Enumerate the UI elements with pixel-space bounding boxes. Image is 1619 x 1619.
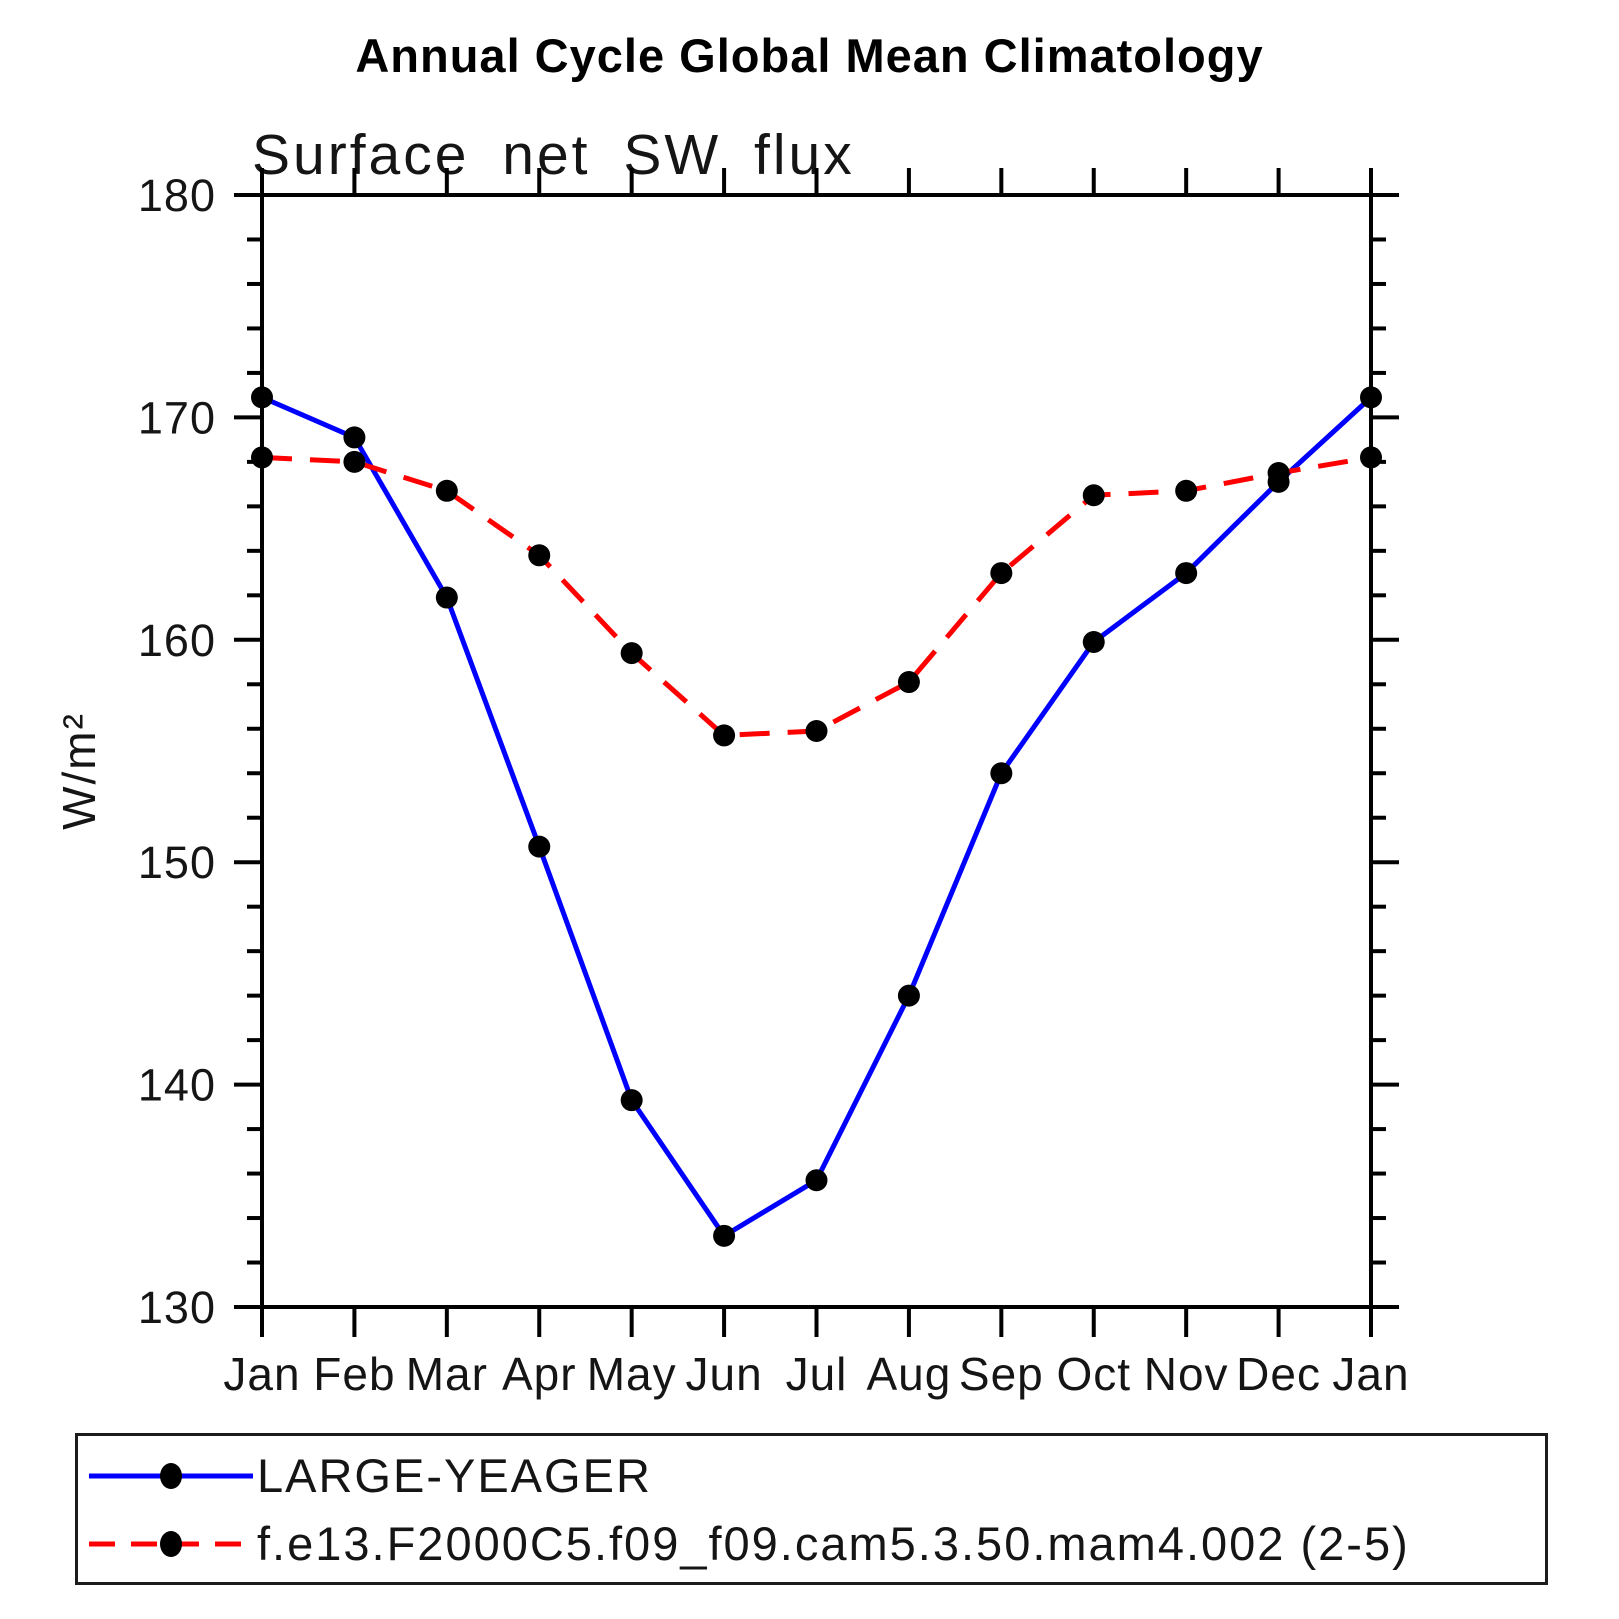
data-point-marker-series-1 xyxy=(1267,462,1290,484)
x-tick-label: Jan xyxy=(223,1348,300,1400)
data-point-marker-series-1 xyxy=(713,724,736,747)
data-point-marker-series-0 xyxy=(528,835,551,858)
data-point-marker-series-0 xyxy=(805,1169,828,1192)
data-point-marker-series-1 xyxy=(620,642,643,665)
legend-label-large-yeager: LARGE-YEAGER xyxy=(257,1449,652,1502)
legend-label-model-run: f.e13.F2000C5.f09_f09.cam5.3.50.mam4.002… xyxy=(257,1517,1410,1570)
x-tick-label: Dec xyxy=(1236,1348,1321,1400)
data-point-marker-series-1 xyxy=(1175,479,1198,502)
y-tick-label: 150 xyxy=(138,837,216,888)
y-tick-label: 140 xyxy=(138,1060,216,1111)
legend-box: LARGE-YEAGER f.e13.F2000C5.f09_f09.cam5.… xyxy=(75,1433,1548,1585)
x-tick-label: May xyxy=(587,1348,677,1400)
data-point-marker-series-1 xyxy=(435,479,458,502)
chart-title: Annual Cycle Global Mean Climatology xyxy=(355,29,1264,82)
data-point-marker-series-0 xyxy=(251,386,273,409)
series-line-0 xyxy=(261,395,1373,1240)
data-point-marker-series-1 xyxy=(251,446,273,469)
data-point-marker-series-1 xyxy=(1360,446,1382,469)
data-point-marker-series-0 xyxy=(620,1089,643,1112)
x-tick-label: Aug xyxy=(866,1348,951,1400)
x-tick-label: Nov xyxy=(1144,1348,1229,1400)
data-point-marker-series-0 xyxy=(897,984,920,1007)
data-point-marker-series-1 xyxy=(528,544,551,567)
x-tick-label: Feb xyxy=(313,1348,395,1400)
legend-marker-dot xyxy=(160,1463,182,1489)
x-tick-label: Jan xyxy=(1332,1348,1409,1400)
data-point-marker-series-1 xyxy=(343,450,366,473)
legend-marker-dot xyxy=(160,1531,182,1557)
axis-frame xyxy=(260,193,1373,1309)
data-point-marker-series-0 xyxy=(1082,631,1105,654)
legend-item-large-yeager: LARGE-YEAGER xyxy=(85,1448,652,1504)
data-point-marker-series-0 xyxy=(435,586,458,609)
data-point-marker-series-0 xyxy=(713,1224,736,1247)
data-point-marker-series-0 xyxy=(1360,386,1382,409)
data-point-marker-series-1 xyxy=(1082,484,1105,507)
legend-line-sample-solid xyxy=(89,1463,253,1489)
x-tick-label: Oct xyxy=(1056,1348,1131,1400)
y-tick-label: 130 xyxy=(138,1282,216,1333)
data-point-marker-series-1 xyxy=(990,562,1013,585)
y-tick-label: 180 xyxy=(138,170,216,221)
x-tick-label: Jul xyxy=(786,1348,848,1400)
y-tick-label: 160 xyxy=(138,615,216,666)
data-point-marker-series-0 xyxy=(1175,562,1198,585)
y-tick-label: 170 xyxy=(138,392,216,443)
data-point-marker-series-0 xyxy=(990,762,1013,785)
x-tick-label: Apr xyxy=(502,1348,577,1400)
x-tick-label: Jun xyxy=(685,1348,762,1400)
legend-item-model-run: f.e13.F2000C5.f09_f09.cam5.3.50.mam4.002… xyxy=(85,1516,1410,1572)
data-point-marker-series-0 xyxy=(343,426,366,449)
x-tick-label: Mar xyxy=(406,1348,488,1400)
x-tick-label: Sep xyxy=(959,1348,1044,1400)
data-point-marker-series-1 xyxy=(805,719,828,742)
data-point-marker-series-1 xyxy=(897,671,920,694)
series-line-1 xyxy=(261,454,1372,738)
legend-line-sample-dashed xyxy=(89,1531,253,1557)
chart-subtitle: Surface net SW flux xyxy=(252,123,855,187)
